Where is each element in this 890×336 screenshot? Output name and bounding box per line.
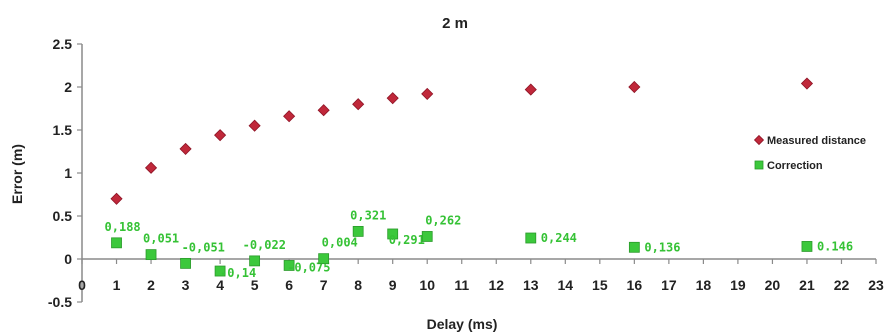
- legend-marker-correction: [754, 160, 764, 170]
- y-tick-label: -0.5: [48, 294, 72, 310]
- correction-data-label: 0,188: [105, 220, 141, 234]
- correction-data-label: -0,051: [182, 240, 225, 254]
- x-tick-label: 13: [523, 277, 539, 293]
- x-tick-label: 14: [558, 277, 574, 293]
- legend: Measured distance Correction: [753, 134, 866, 172]
- correction-point: [180, 257, 191, 269]
- correction-point: [628, 241, 640, 253]
- x-tick-label: 8: [354, 277, 362, 293]
- axes: -0.500.511.522.50 1 2 3 4 5 6 7 8 9 10 11 12 13 14 15 16…: [48, 36, 884, 310]
- y-tick-label: 2: [64, 79, 72, 95]
- x-tick-label: 7: [320, 277, 328, 293]
- correction-point: [318, 253, 330, 265]
- x-tick-label: 3: [182, 277, 190, 293]
- x-tick-label: 22: [834, 277, 850, 293]
- data-marks: 0,1880,051-0,051-0,14-0,022-0,0750,0040,…: [105, 77, 853, 280]
- correction-point: [111, 237, 122, 249]
- measured-distance-point: [800, 77, 814, 90]
- correction-point: [214, 265, 226, 277]
- measured-distance-point: [110, 192, 123, 205]
- x-tick-label: 15: [592, 277, 608, 293]
- x-tick-label: 2: [147, 277, 155, 293]
- x-tick-label: 23: [868, 277, 884, 293]
- correction-data-label: -0,14: [220, 266, 256, 280]
- x-tick-label: 9: [389, 277, 397, 293]
- correction-data-label: 0,291: [389, 233, 425, 247]
- legend-label-correction: Correction: [767, 160, 823, 172]
- correction-data-label: 0,051: [143, 232, 179, 246]
- x-axis-title: Delay (ms): [427, 316, 498, 332]
- x-tick-label: 0: [78, 277, 86, 293]
- x-tick-label: 17: [661, 277, 677, 293]
- measured-distance-point: [283, 110, 296, 123]
- legend-marker-measured: [753, 134, 765, 146]
- x-tick-label: 11: [454, 277, 469, 293]
- correction-data-label: -0,022: [243, 238, 286, 252]
- measured-distance-point: [386, 92, 399, 105]
- x-tick-label: 10: [419, 277, 435, 293]
- correction-point: [387, 228, 399, 240]
- correction-data-label: 0,004: [322, 236, 358, 250]
- correction-point: [525, 232, 537, 244]
- correction-data-label: 0,321: [350, 208, 386, 222]
- x-tick-label: 21: [799, 277, 815, 293]
- y-tick-label: 2.5: [53, 36, 73, 52]
- x-tick-label: 12: [488, 277, 504, 293]
- measured-distance-point: [352, 98, 365, 111]
- correction-data-label: 0,244: [541, 231, 577, 245]
- correction-point: [801, 241, 813, 252]
- x-tick-label: 4: [216, 277, 224, 293]
- x-tick-label: 18: [696, 277, 712, 293]
- correction-point: [421, 231, 433, 242]
- correction-point: [249, 255, 261, 267]
- correction-data-label: 0.146: [817, 239, 853, 253]
- correction-point: [145, 249, 157, 261]
- x-tick-label: 20: [765, 277, 781, 293]
- measured-distance-point: [248, 119, 261, 132]
- correction-data-label: 0,136: [644, 240, 680, 254]
- y-tick-label: 1.5: [53, 122, 73, 138]
- measured-distance-point: [214, 129, 227, 142]
- measured-distance-point: [144, 161, 158, 174]
- measured-distance-point: [317, 104, 330, 117]
- measured-distance-point: [628, 80, 641, 94]
- y-axis-title: Error (m): [9, 144, 25, 204]
- y-tick-label: 0.5: [53, 208, 73, 224]
- y-tick-label: 0: [64, 251, 72, 267]
- x-tick-label: 16: [627, 277, 643, 293]
- chart-title: 2 m: [442, 15, 468, 32]
- y-tick-label: 1: [64, 165, 72, 181]
- x-tick-label: 1: [113, 277, 121, 293]
- measured-distance-point: [179, 142, 192, 155]
- x-tick-label: 19: [730, 277, 746, 293]
- x-tick-label: 6: [285, 277, 293, 293]
- correction-point: [283, 260, 295, 271]
- measured-distance-point: [524, 83, 537, 96]
- measured-distance-point: [421, 87, 434, 100]
- correction-point: [352, 225, 364, 237]
- legend-label-measured: Measured distance: [767, 135, 866, 147]
- correction-data-label: 0,262: [425, 213, 461, 227]
- x-tick-label: 5: [251, 277, 259, 293]
